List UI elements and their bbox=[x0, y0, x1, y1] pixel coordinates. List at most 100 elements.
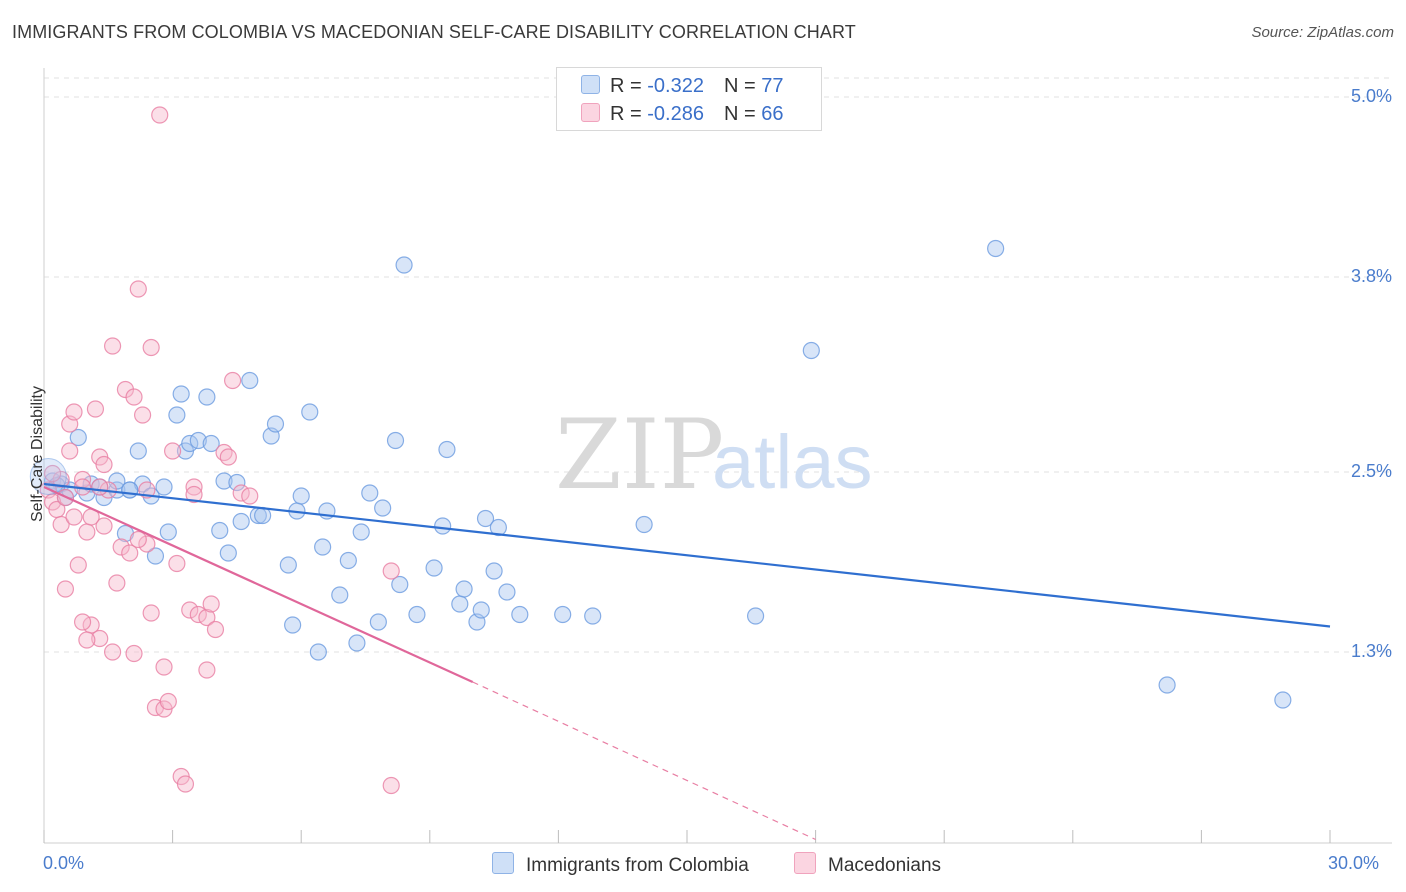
point-colombia-12 bbox=[129, 442, 147, 460]
point-macedonians-59 bbox=[155, 658, 173, 676]
point-macedonians-26 bbox=[129, 280, 147, 298]
point-colombia-56 bbox=[438, 440, 456, 459]
point-colombia-62 bbox=[485, 562, 503, 580]
trend-line-macedonians-extension bbox=[472, 681, 816, 841]
point-colombia-48 bbox=[369, 613, 387, 631]
point-macedonians-46 bbox=[219, 448, 237, 466]
point-colombia-39 bbox=[301, 403, 319, 421]
point-macedonians-24 bbox=[125, 644, 143, 663]
x-tick-label-min: 0.0% bbox=[43, 853, 85, 873]
point-colombia-71 bbox=[987, 239, 1005, 258]
point-macedonians-54 bbox=[129, 530, 147, 549]
bottom-legend-swatch-colombia bbox=[492, 852, 514, 874]
point-colombia-69 bbox=[746, 607, 765, 625]
point-macedonians-13 bbox=[86, 400, 105, 418]
point-colombia-44 bbox=[339, 551, 357, 570]
point-colombia-38 bbox=[292, 487, 310, 505]
point-macedonians-34 bbox=[159, 692, 177, 711]
bottom-legend-swatch-macedonians bbox=[794, 852, 816, 874]
point-colombia-47 bbox=[361, 484, 379, 502]
point-colombia-24 bbox=[202, 434, 220, 453]
point-colombia-18 bbox=[168, 406, 186, 424]
watermark-zip: ZIP bbox=[555, 399, 724, 511]
point-colombia-9 bbox=[108, 472, 126, 490]
point-macedonians-42 bbox=[198, 608, 216, 627]
point-colombia-45 bbox=[348, 634, 366, 652]
point-colombia-35 bbox=[279, 556, 297, 574]
point-macedonians-49 bbox=[241, 487, 259, 505]
point-colombia-67 bbox=[584, 607, 602, 625]
point-macedonians-62 bbox=[382, 562, 400, 580]
point-macedonians-17 bbox=[95, 455, 113, 474]
point-colombia-26 bbox=[215, 472, 233, 490]
point-colombia-27 bbox=[219, 544, 237, 562]
chart-title: IMMIGRANTS FROM COLOMBIA VS MACEDONIAN S… bbox=[12, 22, 856, 42]
point-colombia-51 bbox=[391, 575, 409, 594]
point-macedonians-58 bbox=[103, 643, 122, 661]
point-macedonians-57 bbox=[73, 613, 92, 631]
point-macedonians-7 bbox=[65, 403, 83, 421]
point-colombia-19 bbox=[172, 385, 190, 403]
legend-r-macedonians: -0.286 bbox=[647, 103, 704, 125]
point-colombia-46 bbox=[352, 523, 370, 541]
legend-r-colombia: -0.322 bbox=[647, 75, 704, 97]
point-colombia-23 bbox=[198, 388, 216, 406]
point-macedonians-55 bbox=[185, 485, 203, 504]
point-colombia-50 bbox=[386, 431, 405, 450]
point-macedonians-19 bbox=[103, 337, 122, 355]
point-colombia-64 bbox=[498, 583, 516, 601]
point-colombia-28 bbox=[228, 473, 246, 492]
point-colombia-41 bbox=[314, 538, 332, 556]
watermark: ZIP atlas bbox=[555, 399, 873, 511]
point-macedonians-47 bbox=[224, 371, 242, 390]
point-macedonians-27 bbox=[133, 406, 152, 424]
point-colombia-57 bbox=[451, 595, 469, 613]
legend-swatch-colombia bbox=[581, 75, 600, 94]
point-macedonians-43 bbox=[202, 595, 220, 613]
trend-line-macedonians bbox=[43, 485, 474, 684]
point-macedonians-44 bbox=[206, 620, 225, 639]
point-colombia-40 bbox=[309, 643, 327, 661]
y-tick-label-0: 5.0% bbox=[1350, 86, 1392, 106]
point-colombia-53 bbox=[408, 605, 426, 624]
point-colombia-52 bbox=[395, 256, 413, 274]
y-axis-label: Self-Care Disability bbox=[29, 385, 46, 523]
point-macedonians-15 bbox=[91, 629, 109, 648]
y-tick-label-3: 1.3% bbox=[1350, 641, 1392, 661]
point-colombia-73 bbox=[1274, 691, 1292, 709]
point-macedonians-63 bbox=[142, 338, 160, 357]
point-macedonians-52 bbox=[65, 508, 83, 526]
point-colombia-4 bbox=[69, 428, 87, 447]
legend-row-colombia: R = -0.322 N = 77 bbox=[581, 75, 783, 98]
legend-row-macedonians: R = -0.286 N = 66 bbox=[581, 103, 783, 126]
point-colombia-15 bbox=[146, 547, 165, 565]
point-colombia-16 bbox=[155, 478, 173, 496]
point-colombia-22 bbox=[189, 431, 207, 450]
point-colombia-55 bbox=[434, 517, 452, 535]
point-macedonians-16 bbox=[95, 517, 113, 535]
point-macedonians-32 bbox=[151, 106, 169, 124]
point-colombia-60 bbox=[472, 601, 490, 619]
point-colombia-66 bbox=[554, 605, 572, 624]
watermark-atlas: atlas bbox=[712, 420, 873, 505]
point-colombia-72 bbox=[1158, 676, 1176, 694]
point-macedonians-35 bbox=[164, 442, 182, 460]
point-macedonians-50 bbox=[78, 631, 96, 649]
point-macedonians-11 bbox=[78, 523, 96, 541]
axes bbox=[43, 68, 1392, 844]
point-macedonians-61 bbox=[382, 776, 400, 795]
point-colombia-65 bbox=[511, 605, 529, 624]
point-colombia-25 bbox=[211, 521, 229, 540]
point-macedonians-53 bbox=[91, 478, 109, 496]
bottom-legend-macedonians: Macedonians bbox=[794, 852, 941, 877]
point-colombia-49 bbox=[374, 499, 392, 517]
point-colombia-58 bbox=[455, 580, 473, 598]
point-colombia-68 bbox=[635, 515, 653, 534]
point-macedonians-36 bbox=[168, 554, 186, 573]
point-macedonians-60 bbox=[198, 661, 216, 679]
y-tick-label-2: 2.5% bbox=[1350, 461, 1392, 481]
point-macedonians-28 bbox=[138, 535, 156, 553]
legend-swatch-macedonians bbox=[581, 103, 600, 122]
point-macedonians-23 bbox=[121, 544, 139, 562]
